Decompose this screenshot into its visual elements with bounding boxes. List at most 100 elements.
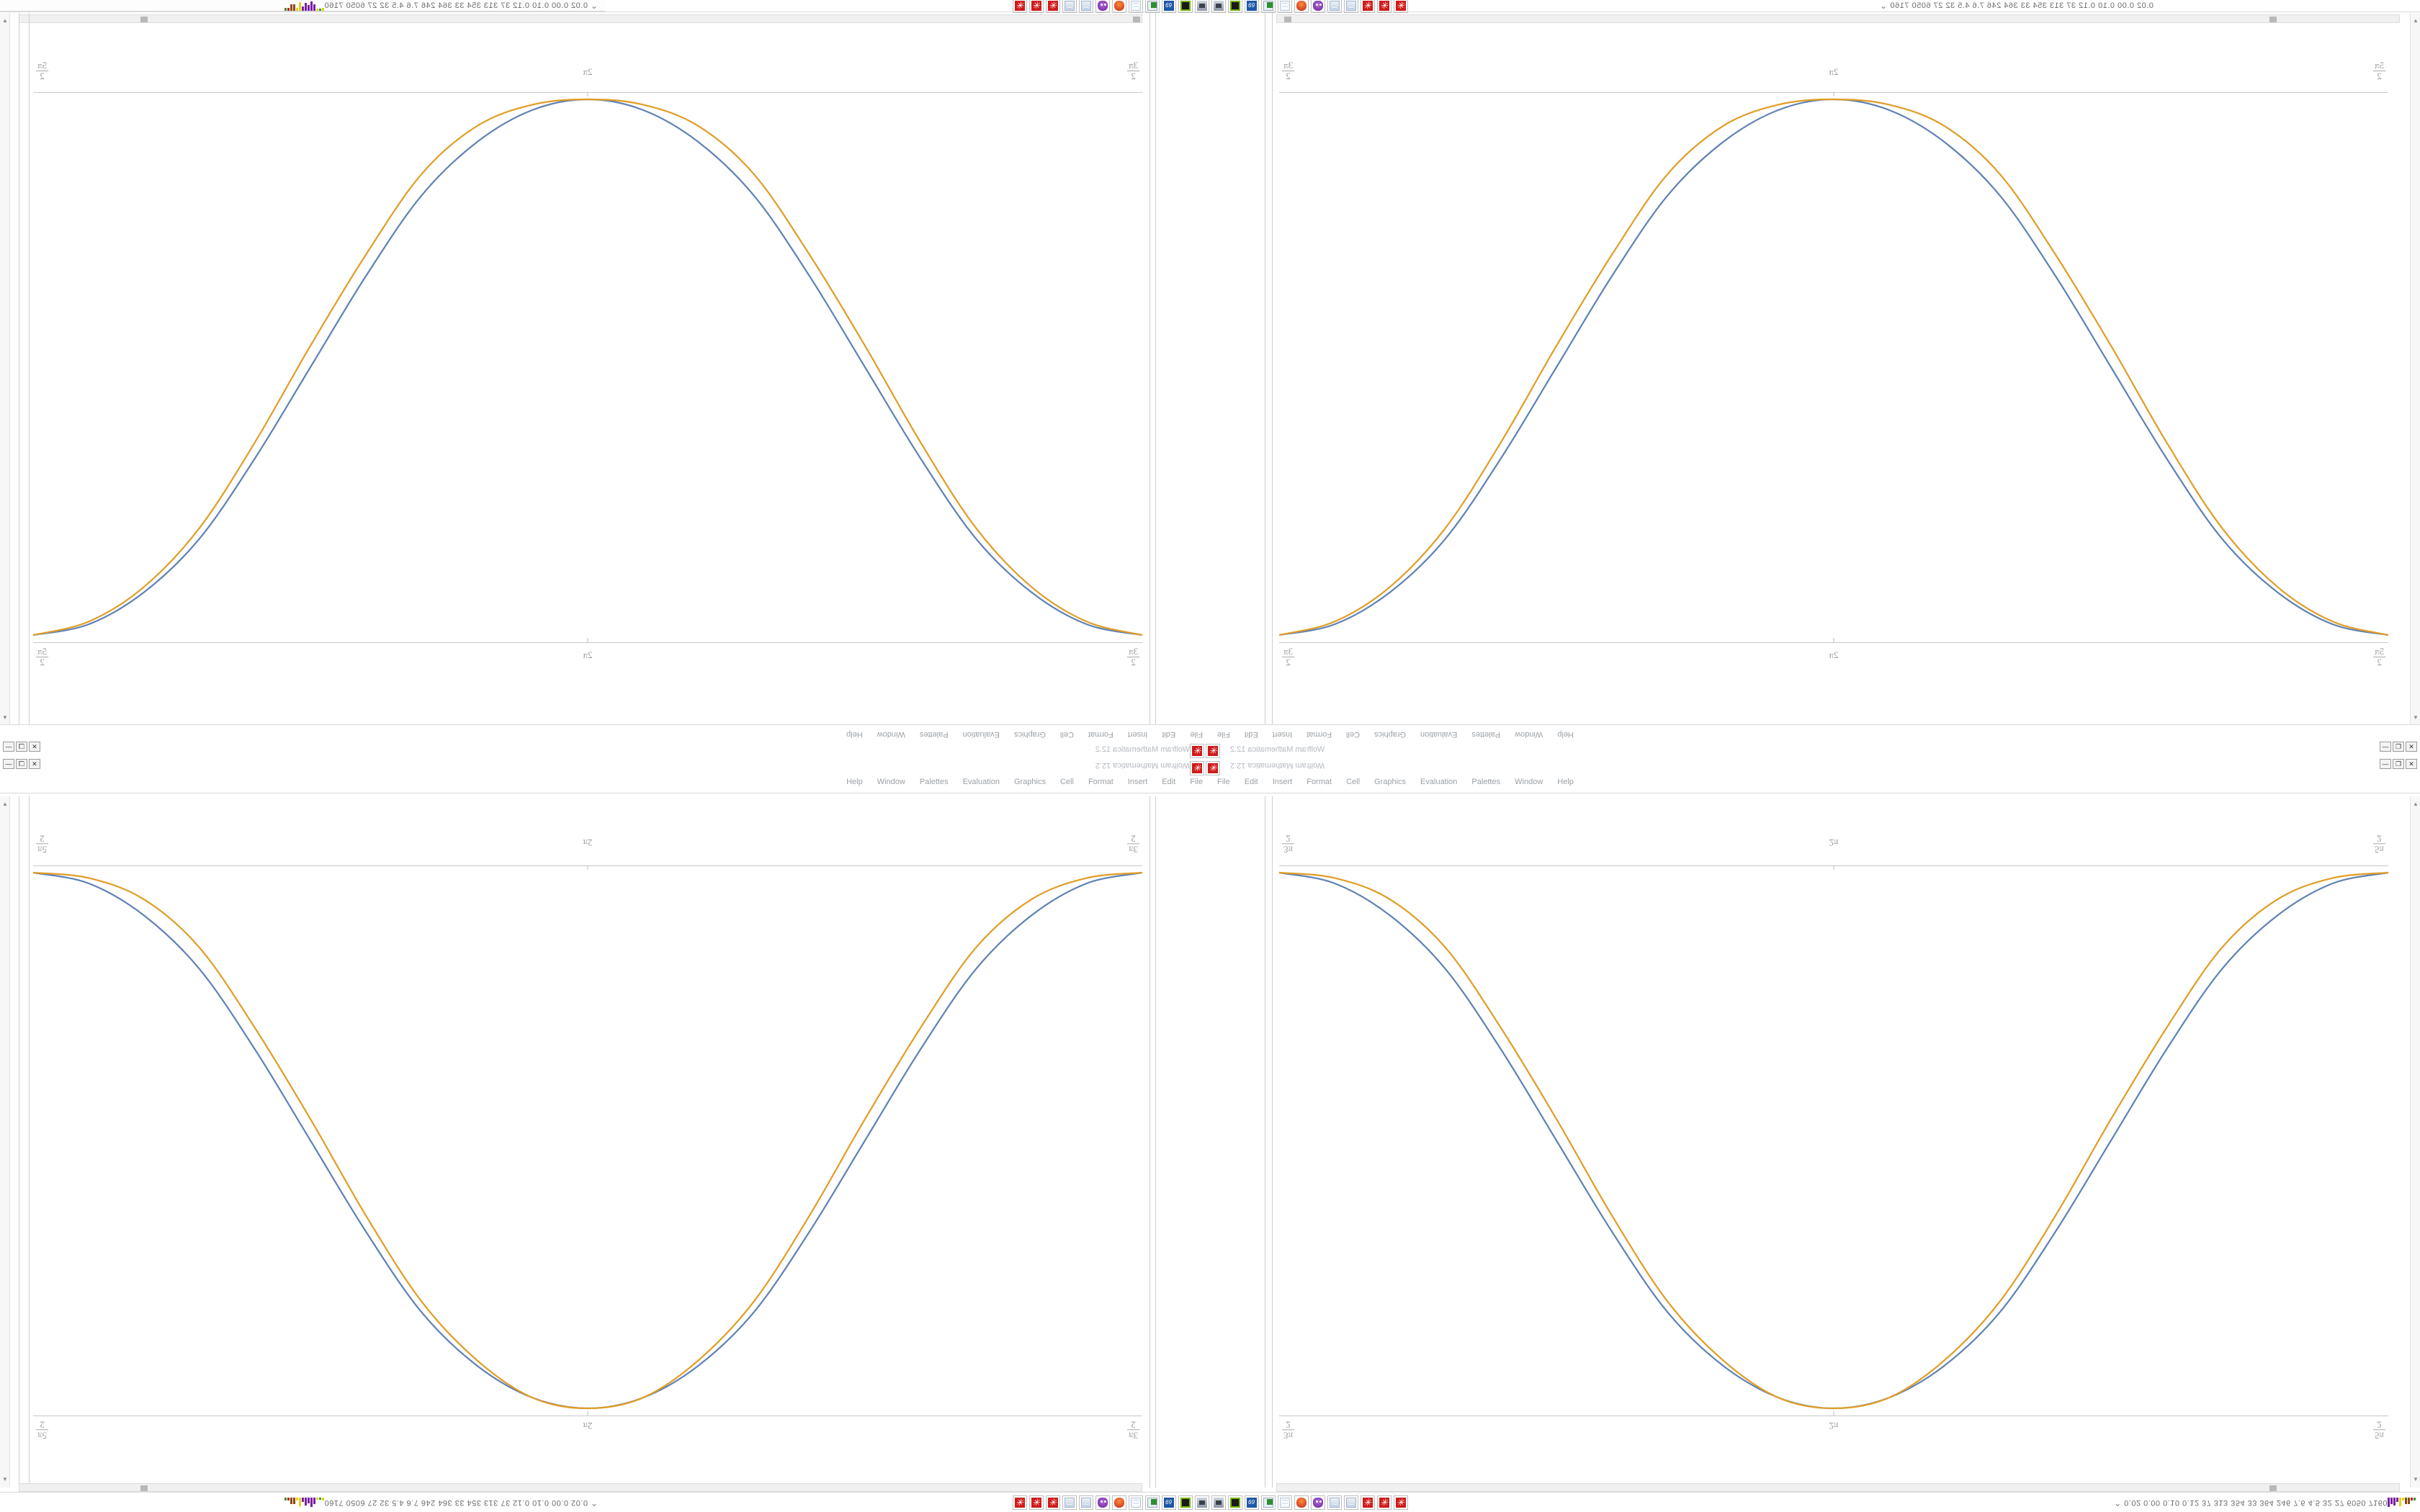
terminal-green-icon[interactable] [1260, 0, 1276, 13]
menu-item-window-mirrored[interactable]: Window [1515, 730, 1543, 739]
menu-item-cell[interactable]: Cell [1346, 778, 1361, 786]
mathematica-icon[interactable] [1045, 1495, 1060, 1510]
menu-item-palettes[interactable]: Palettes [919, 730, 949, 739]
mathematica-icon[interactable] [1190, 761, 1204, 775]
menu-item-format[interactable]: Format [1307, 778, 1332, 786]
terminal-green-icon[interactable] [1260, 1495, 1276, 1510]
notes-icon[interactable] [1128, 1495, 1143, 1510]
minimize-button[interactable]: — [2380, 759, 2391, 769]
firefox-icon[interactable] [1294, 1495, 1309, 1510]
mathematica-icon[interactable] [1360, 1495, 1375, 1510]
documentation-icon[interactable] [1078, 1495, 1093, 1510]
menu-item-file-mirrored[interactable]: File [1217, 730, 1230, 739]
notes-icon[interactable] [1277, 0, 1292, 13]
menu-item-evaluation[interactable]: Evaluation [1420, 778, 1458, 786]
menu-item-cell-mirrored[interactable]: Cell [1059, 778, 1074, 786]
scroll-thumb-end[interactable] [2269, 17, 2277, 22]
menu-item-evaluation-mirrored[interactable]: Evaluation [1420, 730, 1458, 739]
close-button[interactable]: ✕ [29, 759, 40, 769]
documentation-icon[interactable] [1078, 0, 1093, 13]
close-button[interactable]: ✕ [2406, 742, 2417, 752]
menu-item-help-mirrored[interactable]: Help [1557, 730, 1574, 739]
mathematica-icon[interactable] [1376, 0, 1392, 13]
disk-69-icon[interactable] [1161, 1495, 1176, 1510]
scroll-up-arrow-icon[interactable]: ▲ [2, 17, 8, 24]
scroll-up-arrow-icon[interactable]: ▲ [2, 801, 8, 807]
menu-item-palettes[interactable]: Palettes [1471, 778, 1501, 786]
mathematica-icon[interactable] [1206, 744, 1220, 758]
menu-item-format[interactable]: Format [1088, 730, 1113, 739]
documentation-icon[interactable] [1343, 0, 1358, 13]
menu-item-format-mirrored[interactable]: Format [1088, 778, 1113, 786]
menu-item-cell-mirrored[interactable]: Cell [1346, 730, 1361, 739]
menu-item-edit[interactable]: Edit [1244, 778, 1258, 786]
disk-69-icon[interactable] [1244, 1495, 1259, 1510]
bottom-left-horizontal-scrollbar[interactable] [19, 1483, 1142, 1492]
mathematica-icon[interactable] [1028, 0, 1044, 13]
dark-green-app-icon[interactable] [1178, 0, 1193, 13]
mathematica-icon[interactable] [1393, 1495, 1408, 1510]
chevron-down-icon-right[interactable]: ⌄ [1880, 1, 1888, 11]
menu-item-evaluation-mirrored[interactable]: Evaluation [962, 778, 1000, 786]
gray-app-icon[interactable] [1194, 1495, 1209, 1510]
mathematica-icon[interactable] [1206, 761, 1220, 775]
menu-item-window-mirrored[interactable]: Window [877, 778, 905, 786]
documentation-icon[interactable] [1062, 0, 1077, 13]
close-button[interactable]: ✕ [29, 742, 40, 752]
purple-app-icon[interactable] [1095, 1495, 1110, 1510]
documentation-icon[interactable] [1343, 1495, 1358, 1510]
documentation-icon[interactable] [1062, 1495, 1077, 1510]
minimize-button[interactable]: — [3, 759, 14, 769]
scroll-down-arrow-icon[interactable]: ▼ [2413, 1476, 2419, 1482]
menu-item-file[interactable]: File [1190, 730, 1203, 739]
top-right-sidebar-rail[interactable]: ▲ ▼ [2410, 13, 2420, 726]
purple-app-icon[interactable] [1095, 0, 1110, 13]
mathematica-icon[interactable] [1360, 0, 1375, 13]
documentation-icon[interactable] [1327, 0, 1342, 13]
top-left-horizontal-scrollbar[interactable] [19, 14, 1142, 23]
scroll-up-arrow-icon[interactable]: ▲ [2413, 17, 2419, 24]
dark-green-app-icon[interactable] [1178, 1495, 1193, 1510]
dark-green-app-icon[interactable] [1227, 1495, 1242, 1510]
scroll-thumb[interactable] [140, 17, 148, 22]
bottom-right-horizontal-scrollbar[interactable] [1276, 1483, 2400, 1492]
chevron-up-icon[interactable]: ⌃ [590, 1498, 598, 1508]
disk-69-icon[interactable] [1244, 0, 1259, 13]
bottom-left-sidebar-rail[interactable]: ▲ ▼ [0, 796, 10, 1488]
maximize-button[interactable]: ❐ [2393, 759, 2404, 769]
menu-item-palettes-mirrored[interactable]: Palettes [919, 778, 949, 786]
maximize-button[interactable]: ❐ [16, 759, 27, 769]
mathematica-icon[interactable] [1190, 744, 1204, 758]
gray-app-icon[interactable] [1211, 1495, 1226, 1510]
notes-icon[interactable] [1128, 0, 1143, 13]
mathematica-icon[interactable] [1012, 1495, 1027, 1510]
mathematica-icon[interactable] [1028, 1495, 1044, 1510]
top-right-horizontal-scrollbar[interactable] [1276, 14, 2400, 23]
chevron-down-icon[interactable]: ⌄ [590, 0, 598, 11]
menu-item-evaluation[interactable]: Evaluation [962, 730, 1000, 739]
menu-item-edit[interactable]: Edit [1162, 730, 1176, 739]
menu-item-graphics-mirrored[interactable]: Graphics [1374, 730, 1407, 739]
menu-item-insert-mirrored[interactable]: Insert [1127, 778, 1148, 786]
menu-item-cell[interactable]: Cell [1059, 730, 1074, 739]
disk-69-icon[interactable] [1161, 0, 1176, 13]
scroll-up-arrow-icon[interactable]: ▲ [2413, 801, 2419, 807]
gray-app-icon[interactable] [1211, 0, 1226, 13]
menu-item-format-mirrored[interactable]: Format [1307, 730, 1332, 739]
menu-item-insert[interactable]: Insert [1127, 730, 1148, 739]
menu-item-edit-mirrored[interactable]: Edit [1244, 730, 1258, 739]
chevron-up-icon-right[interactable]: ⌃ [2114, 1498, 2122, 1508]
maximize-button[interactable]: ❐ [2393, 742, 2404, 752]
purple-app-icon[interactable] [1310, 0, 1325, 13]
minimize-button[interactable]: — [2380, 742, 2391, 752]
gray-app-icon[interactable] [1194, 0, 1209, 13]
terminal-green-icon[interactable] [1144, 0, 1160, 13]
scroll-thumb-end[interactable] [1133, 17, 1140, 22]
firefox-icon[interactable] [1111, 0, 1126, 13]
menu-item-help[interactable]: Help [1557, 778, 1574, 786]
top-left-sidebar-rail[interactable]: ▲ ▼ [0, 13, 10, 726]
minimize-button[interactable]: — [3, 742, 14, 752]
menu-item-graphics-mirrored[interactable]: Graphics [1013, 778, 1046, 786]
maximize-button[interactable]: ❐ [16, 742, 27, 752]
close-button[interactable]: ✕ [2406, 759, 2417, 769]
